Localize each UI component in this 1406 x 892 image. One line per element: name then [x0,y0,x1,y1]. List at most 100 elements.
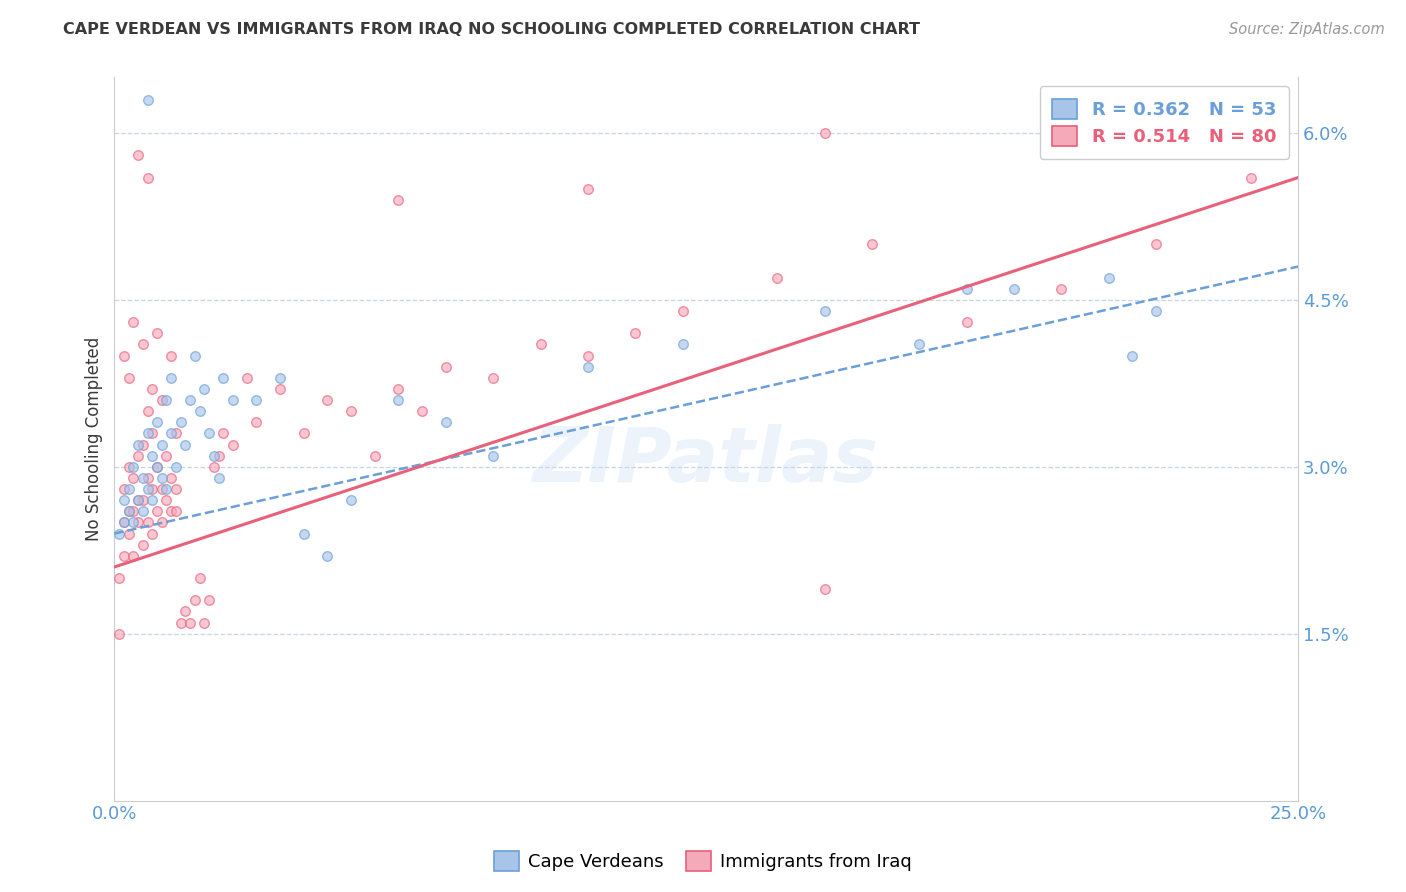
Point [292,526,315,541]
Point [207,449,229,463]
Point [146,459,169,474]
Point [136,404,159,418]
Point [127,516,149,530]
Point [269,382,291,396]
Point [1240,170,1263,185]
Point [160,471,183,485]
Point [179,615,201,630]
Point [136,482,159,496]
Point [316,549,339,563]
Point [482,371,505,385]
Point [179,393,201,408]
Point [117,459,139,474]
Point [136,471,159,485]
Point [212,371,235,385]
Point [141,526,163,541]
Point [671,337,693,351]
Point [411,404,433,418]
Point [292,426,315,441]
Point [127,437,149,451]
Point [434,359,457,374]
Text: ZIPatlas: ZIPatlas [533,424,879,498]
Point [136,426,159,441]
Point [387,382,409,396]
Point [150,516,173,530]
Point [150,471,173,485]
Point [1002,282,1025,296]
Point [117,526,139,541]
Text: Source: ZipAtlas.com: Source: ZipAtlas.com [1229,22,1385,37]
Point [146,415,169,429]
Point [184,593,207,607]
Point [112,349,135,363]
Point [212,426,235,441]
Point [908,337,931,351]
Point [108,526,131,541]
Point [956,282,979,296]
Text: CAPE VERDEAN VS IMMIGRANTS FROM IRAQ NO SCHOOLING COMPLETED CORRELATION CHART: CAPE VERDEAN VS IMMIGRANTS FROM IRAQ NO … [63,22,921,37]
Point [482,449,505,463]
Point [170,615,193,630]
Point [671,304,693,318]
Point [122,549,145,563]
Point [1144,304,1167,318]
Point [117,482,139,496]
Point [1098,270,1121,285]
Point [434,415,457,429]
Point [193,615,215,630]
Point [576,359,599,374]
Point [160,426,183,441]
Point [132,504,155,518]
Point [170,415,193,429]
Point [141,426,163,441]
Point [245,415,267,429]
Point [117,371,139,385]
Point [155,493,177,508]
Point [132,538,155,552]
Point [127,493,149,508]
Point [1144,237,1167,252]
Point [150,482,173,496]
Point [150,437,173,451]
Point [387,393,409,408]
Point [174,605,197,619]
Point [160,371,183,385]
Point [141,493,163,508]
Point [165,482,187,496]
Point [316,393,339,408]
Point [132,471,155,485]
Point [236,371,259,385]
Point [184,349,207,363]
Point [141,482,163,496]
Point [207,471,229,485]
Point [624,326,647,341]
Point [112,549,135,563]
Point [122,504,145,518]
Point [155,449,177,463]
Legend: Cape Verdeans, Immigrants from Iraq: Cape Verdeans, Immigrants from Iraq [486,844,920,879]
Point [222,393,245,408]
Point [364,449,387,463]
Point [146,459,169,474]
Point [122,471,145,485]
Point [165,459,187,474]
Point [136,93,159,107]
Point [127,148,149,162]
Point [117,504,139,518]
Point [150,393,173,408]
Point [956,315,979,329]
Point [245,393,267,408]
Point [1121,349,1143,363]
Point [160,349,183,363]
Point [165,426,187,441]
Point [132,437,155,451]
Point [340,493,363,508]
Point [576,349,599,363]
Point [202,459,225,474]
Point [188,404,211,418]
Point [132,337,155,351]
Point [136,170,159,185]
Y-axis label: No Schooling Completed: No Schooling Completed [86,337,103,541]
Point [117,504,139,518]
Point [112,482,135,496]
